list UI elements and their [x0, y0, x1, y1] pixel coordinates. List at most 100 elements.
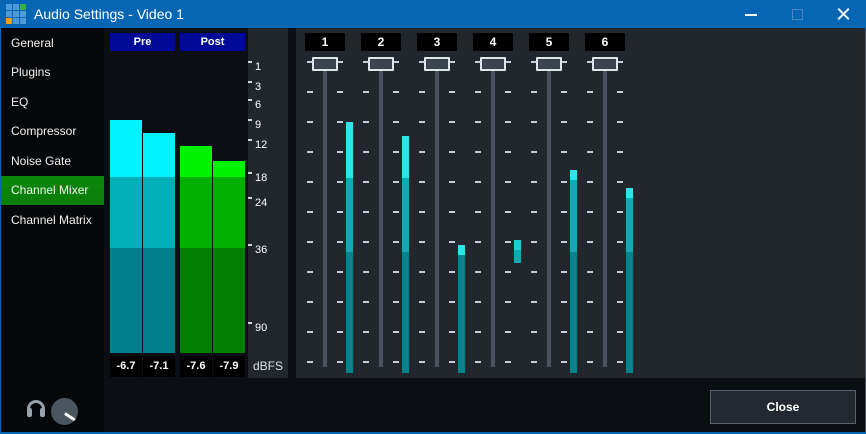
slider-tick: [617, 151, 623, 153]
volume-slider-track-2[interactable]: [379, 62, 383, 367]
sidebar-item-channel-mixer[interactable]: Channel Mixer: [1, 176, 104, 206]
slider-tick: [393, 91, 399, 93]
slider-tick: [363, 271, 369, 273]
scale-label-9: 9: [255, 118, 261, 132]
slider-tick: [617, 91, 623, 93]
volume-slider-track-5[interactable]: [547, 62, 551, 367]
channel-5-meter-segment: [570, 170, 577, 180]
titlebar: Audio Settings - Video 1: [0, 0, 866, 28]
slider-tick: [449, 301, 455, 303]
slider-tick: [475, 331, 481, 333]
slider-tick: [475, 271, 481, 273]
slider-tick: [393, 181, 399, 183]
slider-tick: [531, 241, 537, 243]
slider-tick: [449, 361, 455, 363]
slider-tick: [393, 361, 399, 363]
channel-4-meter-segment: [514, 250, 521, 263]
close-window-button[interactable]: [820, 0, 866, 28]
knob-indicator: [64, 412, 75, 421]
scale-label-36: 36: [255, 243, 267, 257]
maximize-button[interactable]: [774, 0, 820, 28]
scale-label-90: 90: [255, 321, 267, 335]
channel-1-meter-segment: [346, 178, 353, 252]
slider-tick: [617, 271, 623, 273]
window-border-left: [0, 28, 1, 434]
slider-tick: [617, 241, 623, 243]
slider-tick: [449, 211, 455, 213]
slider-tick: [419, 331, 425, 333]
volume-slider-track-4[interactable]: [491, 62, 495, 367]
slider-tick: [475, 361, 481, 363]
slider-tick: [393, 151, 399, 153]
slider-tick: [617, 121, 623, 123]
volume-slider-thumb-6[interactable]: [592, 57, 618, 71]
app-icon-square: [13, 4, 19, 10]
slider-tick: [337, 271, 343, 273]
slider-tick: [393, 331, 399, 333]
app-icon-square: [6, 11, 12, 17]
post-left-meter-segment: [180, 177, 212, 248]
slider-tick: [475, 181, 481, 183]
slider-tick: [419, 151, 425, 153]
slider-tick: [531, 121, 537, 123]
post-right-meter-segment: [213, 161, 245, 177]
pre-left-meter-segment: [110, 177, 142, 248]
app-icon-square: [20, 4, 26, 10]
slider-tick: [307, 241, 313, 243]
channel-header-1: 1: [305, 33, 345, 51]
volume-slider-track-6[interactable]: [603, 62, 607, 367]
slider-tick: [587, 91, 593, 93]
headphones-volume-knob[interactable]: [51, 398, 78, 425]
channel-6-meter-segment: [626, 252, 633, 373]
slider-tick: [307, 151, 313, 153]
sidebar-item-compressor[interactable]: Compressor: [1, 117, 104, 147]
channel-5-meter-segment: [570, 180, 577, 252]
sidebar-item-eq[interactable]: EQ: [1, 87, 104, 117]
close-button[interactable]: Close: [710, 390, 856, 424]
slider-tick: [531, 361, 537, 363]
channel-4-meter-segment: [514, 240, 521, 250]
maximize-icon: [792, 9, 803, 20]
pre-right-value-badge: -7.1: [143, 356, 175, 377]
volume-slider-thumb-3[interactable]: [424, 57, 450, 71]
pre-left-value-badge: -6.7: [110, 356, 142, 377]
slider-tick: [307, 331, 313, 333]
sidebar-item-noise-gate[interactable]: Noise Gate: [1, 146, 104, 176]
sidebar-item-plugins[interactable]: Plugins: [1, 58, 104, 88]
slider-tick: [337, 301, 343, 303]
slider-tick: [475, 121, 481, 123]
volume-slider-thumb-1[interactable]: [312, 57, 338, 71]
slider-tick: [561, 181, 567, 183]
sidebar-item-channel-matrix[interactable]: Channel Matrix: [1, 205, 104, 235]
headphones-monitor-button[interactable]: [27, 400, 45, 417]
slider-tick: [475, 211, 481, 213]
slider-tick: [363, 121, 369, 123]
volume-slider-track-3[interactable]: [435, 62, 439, 367]
volume-slider-thumb-4[interactable]: [480, 57, 506, 71]
scale-tick-6: [248, 99, 252, 101]
channel-2-meter-segment: [402, 178, 409, 252]
minimize-button[interactable]: [728, 0, 774, 28]
volume-slider-thumb-2[interactable]: [368, 57, 394, 71]
slider-tick: [419, 271, 425, 273]
slider-tick: [307, 211, 313, 213]
slider-tick: [561, 91, 567, 93]
pre-right-meter-segment: [143, 177, 175, 248]
slider-tick: [419, 361, 425, 363]
volume-slider-thumb-5[interactable]: [536, 57, 562, 71]
scale-tick-36: [248, 244, 252, 246]
slider-tick: [505, 151, 511, 153]
sidebar-item-general[interactable]: General: [1, 28, 104, 58]
slider-tick: [505, 91, 511, 93]
slider-tick: [617, 181, 623, 183]
slider-tick: [337, 151, 343, 153]
channel-header-3: 3: [417, 33, 457, 51]
slider-tick: [617, 361, 623, 363]
app-icon: [6, 4, 26, 24]
volume-slider-track-1[interactable]: [323, 62, 327, 367]
slider-tick: [475, 301, 481, 303]
slider-tick: [587, 181, 593, 183]
slider-tick: [531, 211, 537, 213]
mixer-panel: [248, 28, 865, 378]
pre-left-meter-segment: [110, 248, 142, 353]
